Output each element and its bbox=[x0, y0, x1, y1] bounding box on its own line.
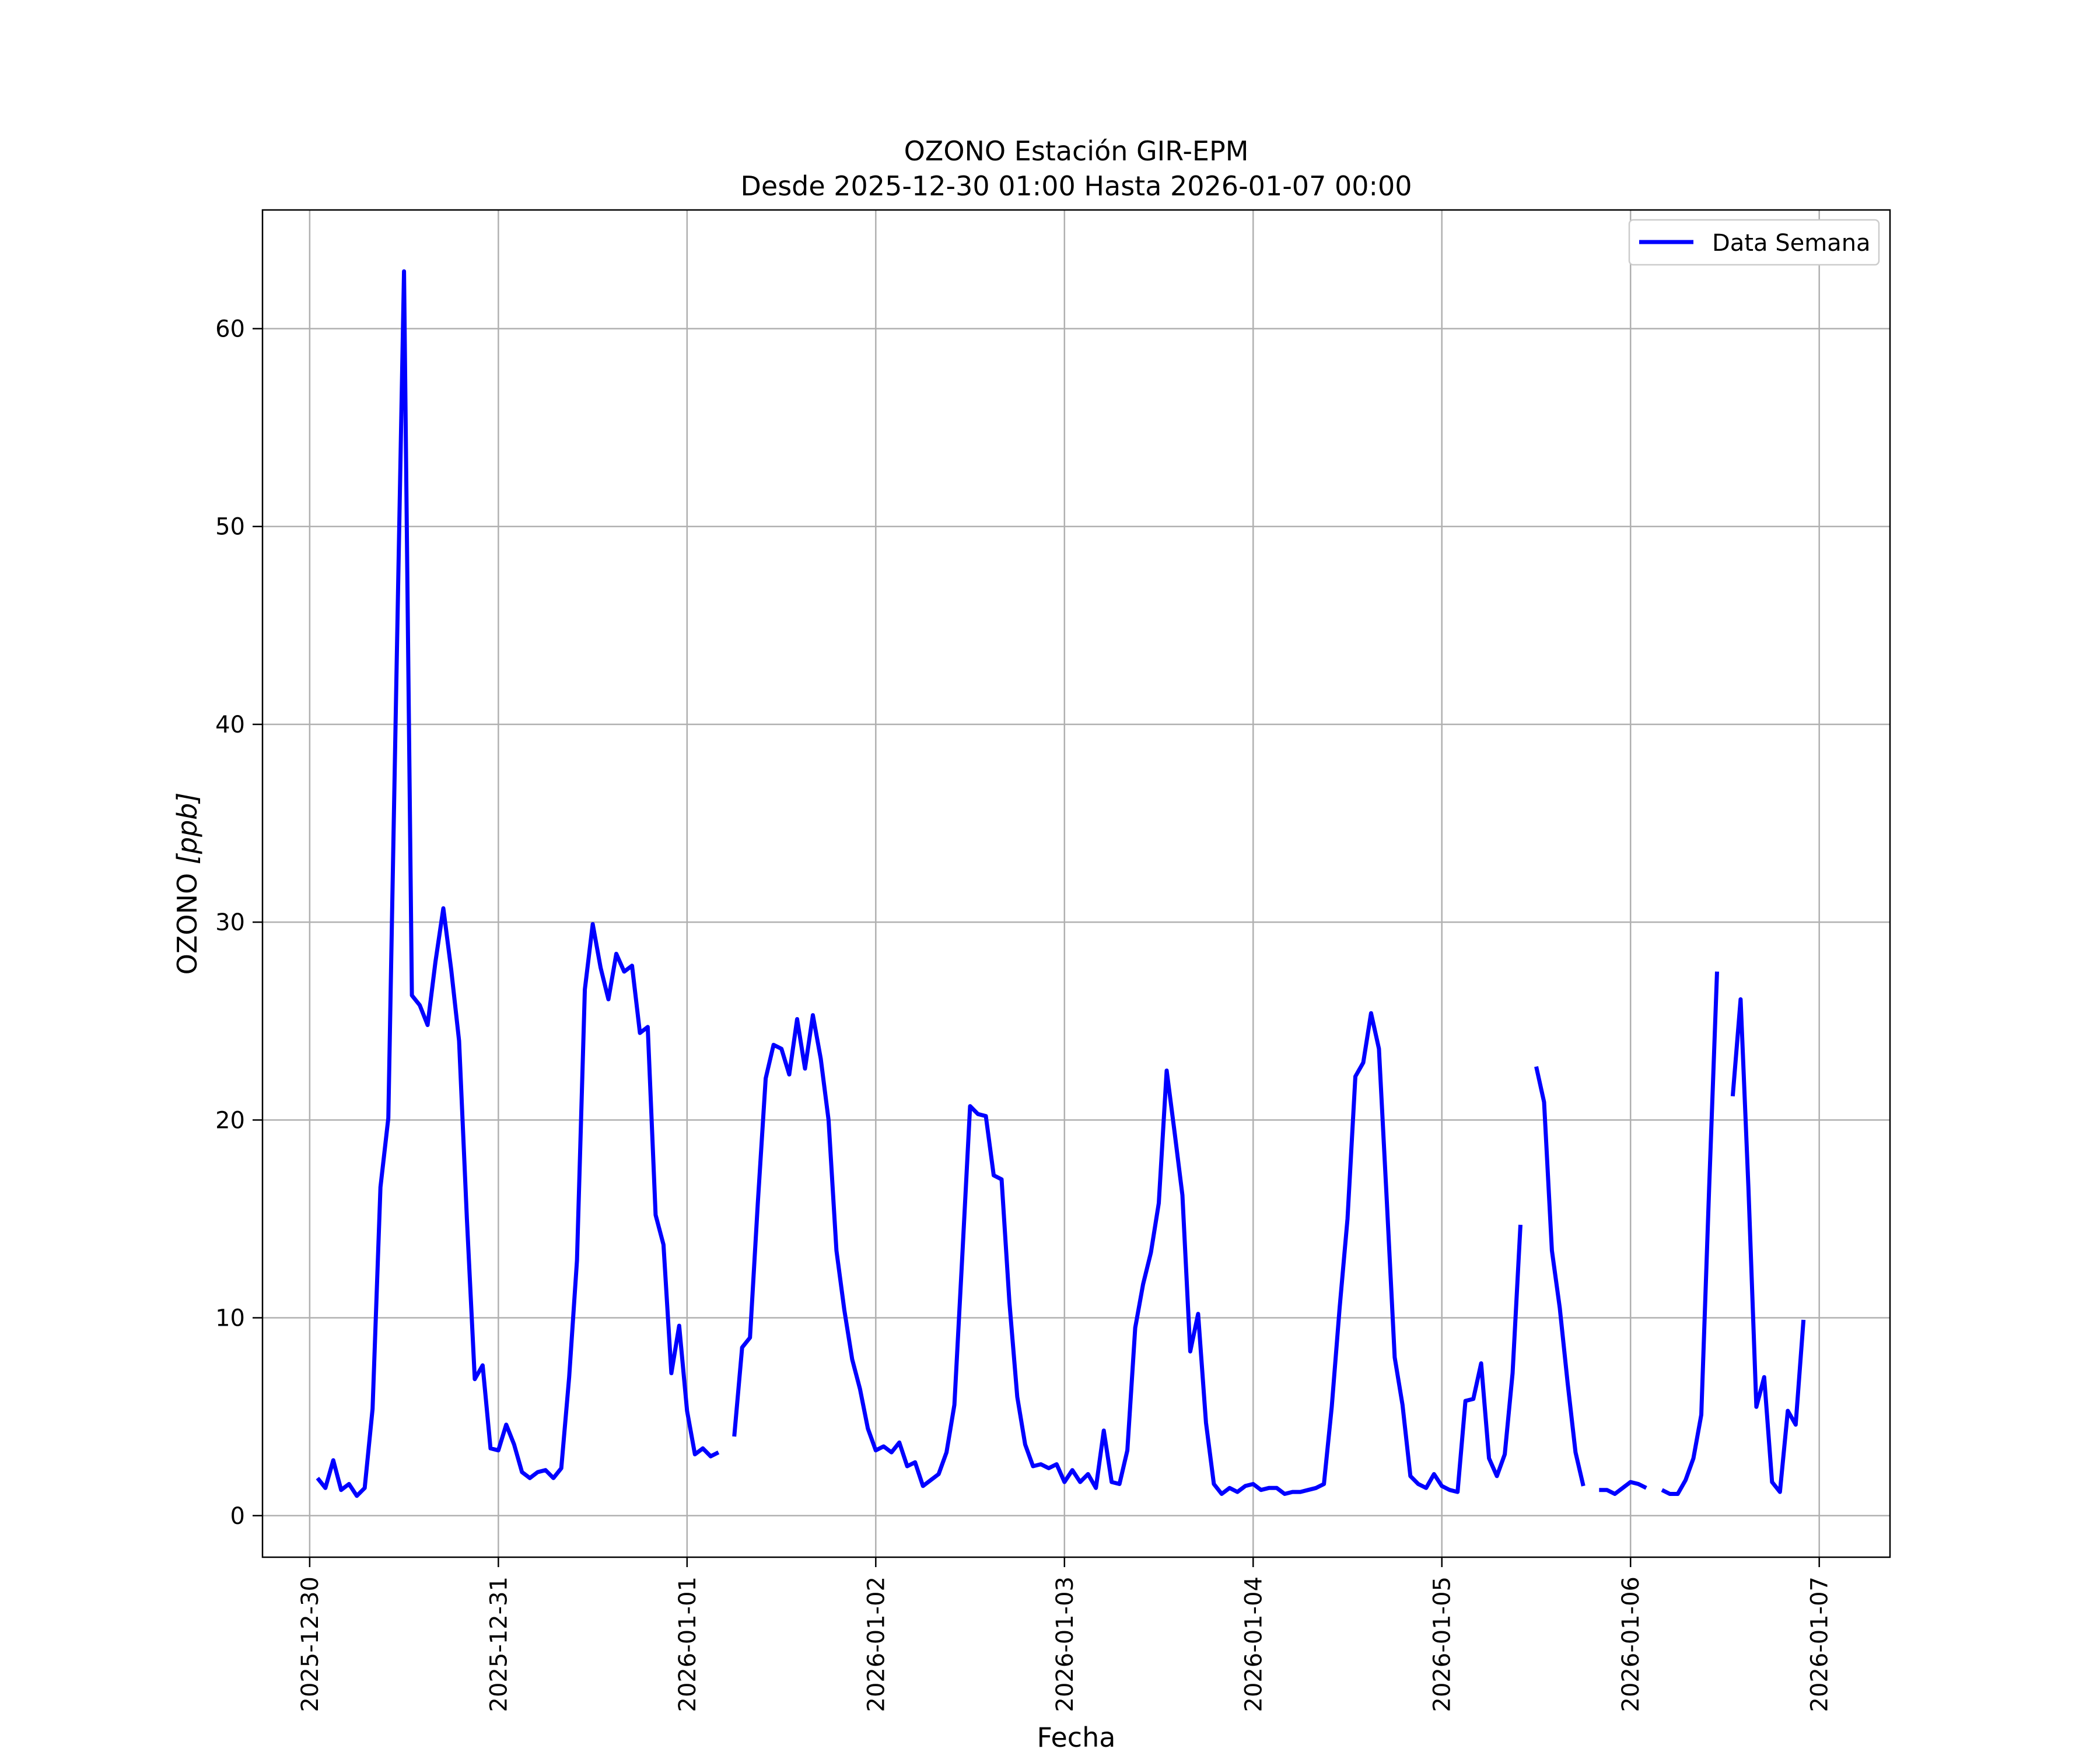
y-tick-label: 60 bbox=[215, 316, 245, 343]
y-tick-label: 10 bbox=[215, 1305, 245, 1332]
y-tick-label: 50 bbox=[215, 514, 245, 541]
series-line-data-semana bbox=[316, 269, 1806, 1498]
axis-ticks: 2025-12-30 2025-12-31 2026-01-01 2026-01-02… bbox=[215, 316, 1833, 1712]
x-tick-label: 2025-12-31 bbox=[485, 1576, 512, 1712]
chart-subtitle: Desde 2025-12-30 01:00 Hasta 2026-01-07 … bbox=[740, 170, 1412, 202]
y-axis-label-unit: [ppb] bbox=[172, 793, 203, 865]
x-tick-label: 2026-01-01 bbox=[674, 1576, 701, 1712]
y-tick-label: 0 bbox=[230, 1503, 245, 1530]
grid-lines bbox=[262, 210, 1890, 1557]
y-tick-label: 20 bbox=[215, 1107, 245, 1134]
x-tick-label: 2025-12-30 bbox=[297, 1576, 324, 1712]
x-axis-label: Fecha bbox=[1037, 1722, 1116, 1750]
chart-title: OZONO Estación GIR-EPM bbox=[904, 135, 1249, 167]
x-tick-label: 2026-01-04 bbox=[1240, 1576, 1267, 1712]
y-axis-label: OZONO [ppb] bbox=[172, 793, 203, 975]
legend: Data Semana bbox=[1628, 219, 1880, 266]
x-tick-label: 2026-01-06 bbox=[1618, 1576, 1644, 1712]
x-tick-label: 2026-01-07 bbox=[1807, 1576, 1833, 1712]
x-tick-label: 2026-01-02 bbox=[863, 1576, 890, 1712]
y-tick-label: 30 bbox=[215, 909, 245, 936]
legend-box bbox=[1628, 219, 1880, 266]
y-tick-label: 40 bbox=[215, 712, 245, 738]
legend-label: Data Semana bbox=[1712, 230, 1871, 257]
x-tick-label: 2026-01-03 bbox=[1052, 1576, 1079, 1712]
series-lines bbox=[316, 269, 1806, 1498]
plot-frame bbox=[261, 209, 1891, 1558]
y-axis-label-text: OZONO bbox=[172, 864, 203, 975]
x-tick-label: 2026-01-05 bbox=[1429, 1576, 1456, 1712]
